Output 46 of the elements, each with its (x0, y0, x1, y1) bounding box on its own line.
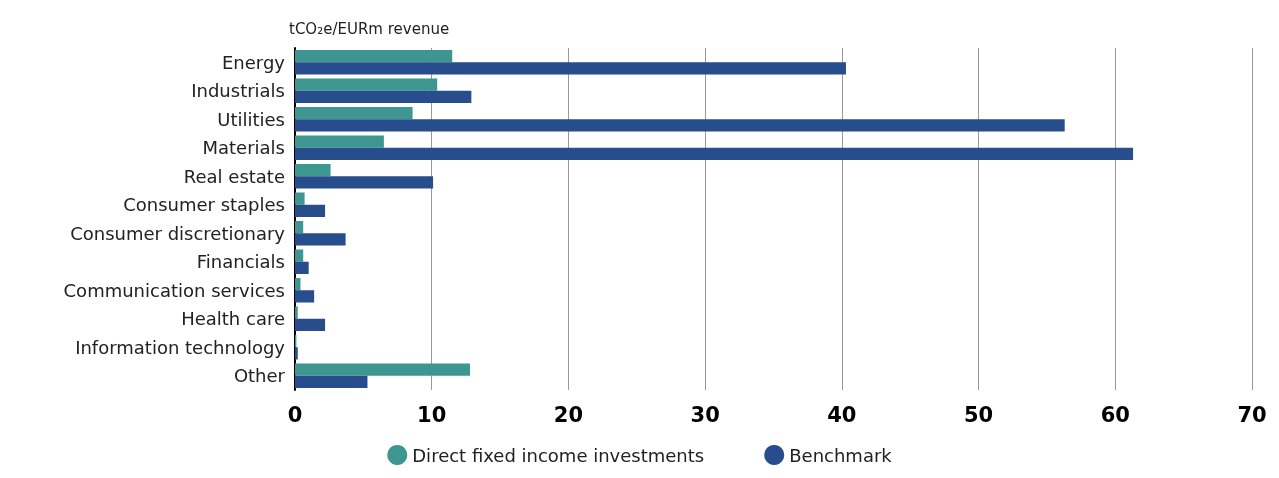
bar (295, 135, 384, 148)
bar (295, 119, 1065, 132)
bar (295, 204, 326, 218)
y-tick-label: Real estate (183, 165, 285, 187)
x-tick-label: 40 (827, 402, 857, 427)
x-tick-label: 30 (690, 402, 720, 427)
bar (295, 62, 846, 75)
bar (295, 233, 346, 246)
x-tick-label: 0 (287, 402, 303, 427)
bar (295, 249, 304, 262)
y-tick-label: Other (233, 365, 286, 387)
bar (295, 290, 315, 303)
legend-label: Benchmark (789, 444, 893, 466)
y-tick-label: Information technology (75, 336, 286, 358)
bar (295, 147, 1134, 161)
x-tick-label: 70 (1237, 402, 1267, 427)
y-tick-label: Consumer discretionary (70, 222, 286, 244)
y-tick-label: Health care (181, 308, 285, 330)
bar (295, 363, 470, 376)
bar (295, 261, 309, 275)
bar (295, 164, 331, 177)
bar (295, 176, 434, 189)
y-tick-label: Consumer staples (123, 194, 285, 216)
bar (295, 192, 305, 205)
bar (295, 306, 298, 319)
bar (295, 78, 438, 91)
bar (295, 107, 413, 120)
y-tick-label: Materials (202, 137, 285, 159)
x-tick-label: 50 (963, 402, 994, 427)
x-tick-label: 60 (1100, 402, 1130, 427)
bar (295, 318, 326, 332)
y-tick-label: Communication services (63, 279, 285, 301)
bar (295, 347, 298, 360)
bar (295, 50, 453, 63)
x-tick-label: 20 (553, 402, 584, 427)
y-tick-label: Utilities (217, 108, 285, 130)
y-tick-label: Financials (196, 251, 285, 273)
y-tick-label: Energy (221, 51, 286, 73)
bar (295, 375, 368, 389)
bar (295, 221, 304, 234)
x-tick-label: 10 (417, 402, 447, 427)
bar (295, 278, 301, 291)
y-axis-title: tCO₂e/EURm revenue (289, 19, 450, 38)
y-tick-label: Industrials (191, 80, 285, 102)
legend-label: Direct fixed income investments (412, 444, 705, 466)
bar (295, 90, 472, 104)
